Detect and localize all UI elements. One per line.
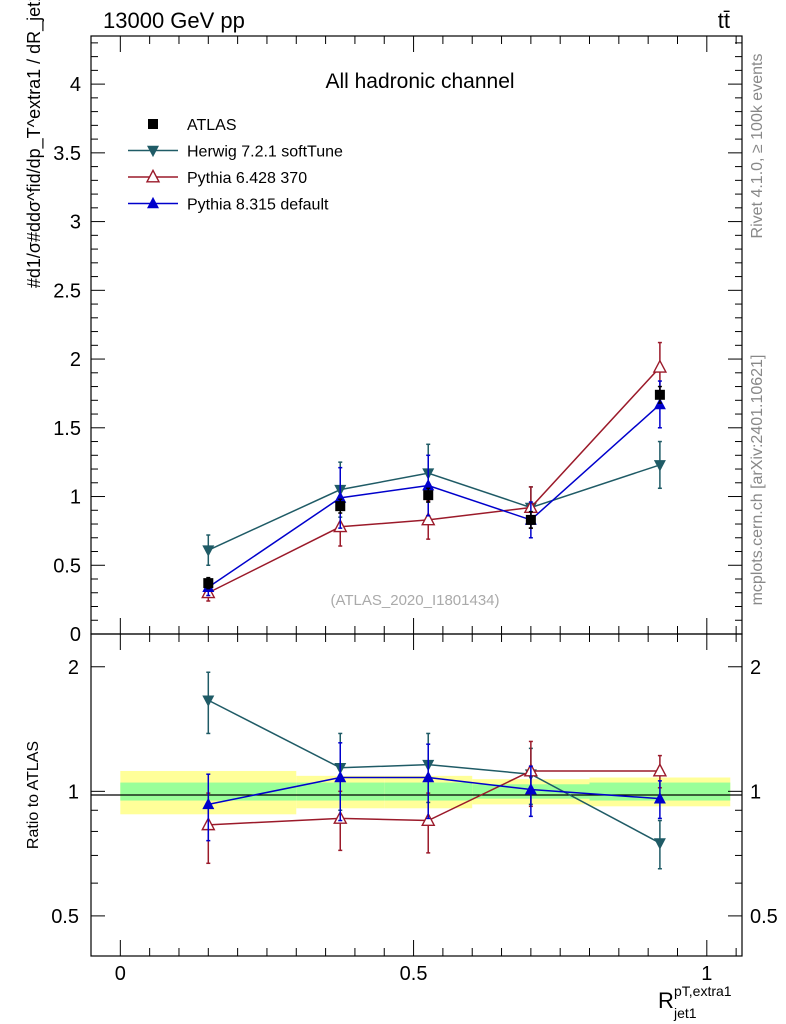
legend-marker xyxy=(148,119,158,129)
data-point xyxy=(653,460,666,472)
ratio-y-tick-label-left: 0.5 xyxy=(51,906,79,928)
legend-item: Pythia 6.428 370 xyxy=(128,168,307,187)
series-pythia-6-428-370 xyxy=(201,341,668,602)
main-series-group xyxy=(201,341,668,602)
series-line xyxy=(207,403,661,588)
x-tick-label: 0 xyxy=(115,963,126,985)
ratio-y-tick-label-right: 1 xyxy=(750,781,761,803)
legend-item: Herwig 7.2.1 softTune xyxy=(128,144,343,161)
ratio-plot-panel: Ratio to ATLAS 0.5 0.51 12 2 0 0.5 1 xyxy=(25,633,778,985)
main-x-axis xyxy=(119,36,737,634)
data-point xyxy=(653,838,666,850)
legend-label: ATLAS xyxy=(187,117,237,134)
series-pythia-8-315-default xyxy=(202,742,666,842)
legend-marker xyxy=(145,168,161,183)
rivet-label: Rivet 4.1.0, ≥ 100k events xyxy=(749,54,766,239)
series-line xyxy=(207,366,661,594)
main-plot-panel: All hadronic channel (ATLAS_2020_I180143… xyxy=(24,0,743,646)
data-point xyxy=(202,695,215,707)
mcplots-label: mcplots.cern.ch [arXiv:2401.10621] xyxy=(749,355,766,606)
data-point xyxy=(525,514,536,525)
y-tick-label: 3 xyxy=(70,212,81,234)
energy-label: 13000 GeV pp xyxy=(103,8,245,33)
ratio-y-tick-label-right: 2 xyxy=(750,657,761,679)
legend-label: Pythia 8.315 default xyxy=(187,197,329,214)
legend-marker xyxy=(147,196,159,209)
data-point xyxy=(334,770,347,783)
data-point xyxy=(202,797,215,810)
legend-item: Pythia 8.315 default xyxy=(128,197,329,214)
y-tick-label: 3.5 xyxy=(53,143,81,165)
x-axis-label: R pT,extra1 jet1 xyxy=(658,983,732,1021)
x-axis-label-main: R xyxy=(658,988,674,1013)
series-herwig-7-2-1-softtune xyxy=(202,440,666,567)
y-tick-label: 2 xyxy=(70,349,81,371)
data-point xyxy=(652,762,668,777)
y-tick-label: 2.5 xyxy=(53,280,81,302)
series-line xyxy=(207,464,661,551)
legend-marker xyxy=(147,145,159,158)
legend: ATLAS Herwig 7.2.1 softTune Pythia 6.428 3… xyxy=(128,117,343,214)
data-point xyxy=(335,501,346,512)
x-axis-label-sup: pT,extra1 xyxy=(674,983,732,999)
y-tick-label: 0 xyxy=(70,624,81,646)
data-point xyxy=(421,812,436,827)
ratio-y-axis-label: Ratio to ATLAS xyxy=(25,741,42,849)
y-tick-label: 1 xyxy=(70,487,81,509)
data-point xyxy=(653,792,666,804)
y-tick-label: 4 xyxy=(70,74,81,96)
data-point xyxy=(422,770,435,783)
y-tick-label: 1.5 xyxy=(53,418,81,440)
ratio-x-axis: 0 0.5 1 xyxy=(115,634,737,985)
process-label: tt̄ xyxy=(718,8,730,33)
analysis-label: (ATLAS_2020_I1801434) xyxy=(330,592,499,609)
ratio-series-group xyxy=(201,671,668,870)
ratio-y-tick-label-left: 1 xyxy=(68,781,79,803)
data-point xyxy=(202,545,215,557)
data-point xyxy=(334,491,347,503)
main-y-axis: 0 0.5 1 1.5 2 2.5 3 3.5 4 xyxy=(53,42,742,646)
data-point xyxy=(423,490,434,501)
data-point xyxy=(421,511,436,526)
data-point xyxy=(422,478,435,491)
legend-label: Pythia 6.428 370 xyxy=(187,170,307,187)
x-axis-label-sub: jet1 xyxy=(673,1005,697,1021)
plot-title: All hadronic channel xyxy=(325,70,514,93)
data-point xyxy=(652,359,668,373)
ratio-y-tick-label-right: 0.5 xyxy=(750,906,778,928)
x-tick-label: 0.5 xyxy=(400,963,428,985)
ratio-y-axis: 0.5 0.5 1 1 2 2 xyxy=(51,657,778,928)
x-tick-label: 1 xyxy=(701,963,712,985)
main-y-axis-label: #d1/σ#ddσ^fid/dp_T^extra1 / dR_jet1 xyxy=(24,0,45,288)
series-atlas xyxy=(203,385,665,590)
legend-item: ATLAS xyxy=(148,117,237,134)
ratio-y-tick-label-left: 2 xyxy=(68,657,79,679)
series-pythia-8-315-default xyxy=(202,380,666,597)
legend-label: Herwig 7.2.1 softTune xyxy=(187,144,343,161)
data-point xyxy=(203,578,214,589)
data-point xyxy=(524,782,537,795)
data-point xyxy=(654,389,665,400)
y-tick-label: 0.5 xyxy=(53,555,81,577)
